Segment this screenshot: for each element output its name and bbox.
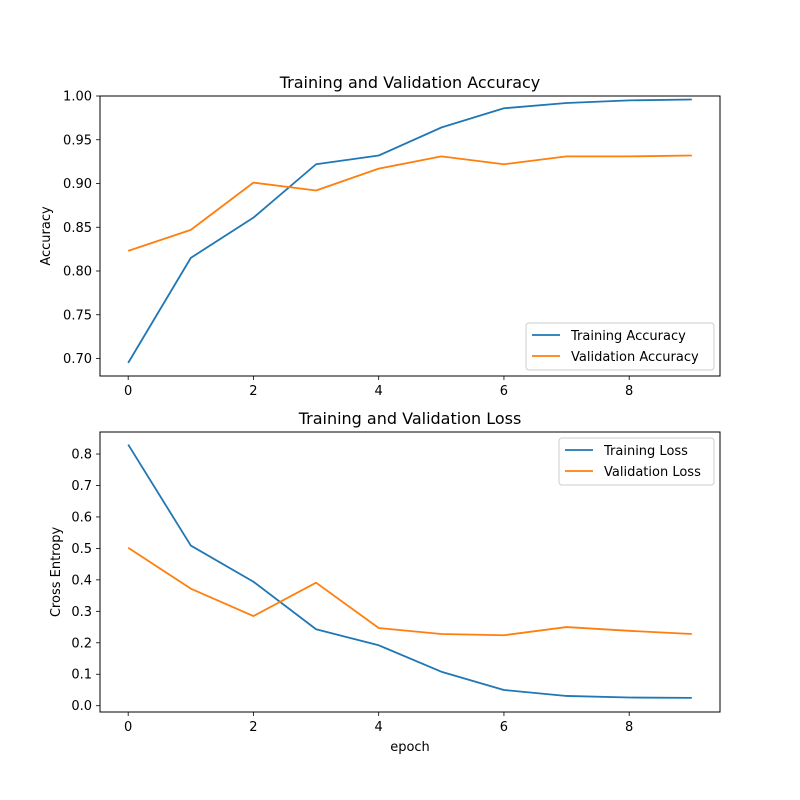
loss-plot-frame — [99, 431, 721, 713]
series-line-training-loss — [127, 444, 692, 699]
loss-legend-label-training: Training Loss — [603, 444, 688, 459]
loss-chart-title: Training and Validation Loss — [298, 409, 522, 428]
accuracy-y-axis-label: Accuracy — [39, 206, 54, 266]
accuracy-x-tick-label: 2 — [249, 384, 257, 399]
loss-y-tick-label: 0.3 — [71, 605, 92, 620]
accuracy-legend-box — [525, 322, 715, 371]
loss-x-axis-label: epoch — [390, 740, 430, 755]
accuracy-legend-label-training: Training Accuracy — [570, 329, 686, 344]
loss-x-tick-label: 8 — [625, 720, 633, 735]
loss-y-axis-label: Cross Entropy — [49, 527, 64, 618]
accuracy-y-tick-label: 0.75 — [63, 308, 92, 323]
series-line-validation-accuracy — [127, 154, 692, 252]
loss-legend: Training Loss Validation Loss — [558, 437, 715, 486]
loss-chart: Training and Validation Loss Cross Entro… — [49, 409, 721, 755]
accuracy-y-tick-label: 0.70 — [63, 352, 92, 367]
loss-legend-label-validation: Validation Loss — [604, 465, 701, 480]
accuracy-chart-title: Training and Validation Accuracy — [279, 73, 541, 92]
loss-y-tick-label: 0.2 — [71, 636, 92, 651]
loss-x-tick-label: 4 — [375, 720, 383, 735]
accuracy-y-tick-label: 0.80 — [63, 265, 92, 280]
accuracy-x-tick-label: 6 — [500, 384, 508, 399]
loss-x-tick-label: 0 — [124, 720, 132, 735]
loss-x-tick-label: 2 — [249, 720, 257, 735]
accuracy-x-tick-label: 8 — [625, 384, 633, 399]
series-line-training-accuracy — [127, 98, 692, 364]
loss-x-tick-label: 6 — [500, 720, 508, 735]
accuracy-legend: Training Accuracy Validation Accuracy — [525, 322, 715, 371]
loss-y-tick-label: 0.1 — [71, 668, 92, 683]
accuracy-x-tick-label: 0 — [124, 384, 132, 399]
accuracy-y-tick-label: 0.95 — [63, 133, 92, 148]
series-line-validation-loss — [127, 547, 692, 637]
accuracy-chart: Training and Validation Accuracy Accurac… — [39, 73, 721, 400]
accuracy-plot-frame — [99, 95, 721, 377]
accuracy-series-group — [127, 98, 692, 364]
loss-y-tick-label: 0.0 — [71, 699, 92, 714]
loss-y-tick-label: 0.8 — [71, 448, 92, 463]
accuracy-y-tick-label: 1.00 — [63, 90, 92, 105]
accuracy-y-tick-label: 0.85 — [63, 221, 92, 236]
accuracy-ticks: 0 2 4 6 8 0.70 0.75 0.80 0.85 0.90 0.95 1.00 — [63, 90, 633, 400]
accuracy-y-tick-label: 0.90 — [63, 177, 92, 192]
loss-legend-box — [558, 437, 715, 486]
accuracy-x-tick-label: 4 — [375, 384, 383, 399]
loss-series-group — [127, 444, 692, 699]
loss-y-tick-label: 0.4 — [71, 573, 92, 588]
loss-y-tick-label: 0.6 — [71, 510, 92, 525]
loss-ticks: 0 2 4 6 8 0.0 0.1 0.2 0.3 0.4 0.5 0.6 0.7 0.8 — [71, 448, 633, 735]
loss-y-tick-label: 0.5 — [71, 542, 92, 557]
loss-y-tick-label: 0.7 — [71, 479, 92, 494]
accuracy-legend-label-validation: Validation Accuracy — [571, 350, 699, 365]
